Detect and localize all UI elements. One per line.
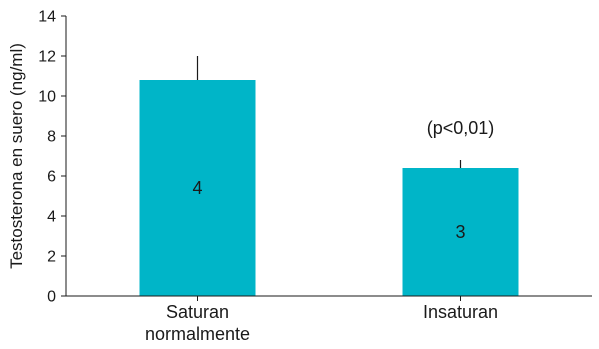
y-tick-label: 4 [47, 209, 56, 226]
y-axis-label: Testosterona en suero (ng/ml) [7, 43, 26, 269]
bars: 4 3 (p<0,01) [139, 56, 519, 296]
x-tick-label: Saturan [166, 302, 229, 322]
x-tick-label: Insaturan [423, 302, 498, 322]
y-axis: 0 2 4 6 8 10 12 14 [38, 9, 67, 306]
y-tick-label: 0 [47, 289, 56, 306]
significance-annotation: (p<0,01) [427, 118, 495, 138]
y-tick-label: 8 [47, 129, 56, 146]
y-tick-label: 12 [38, 49, 56, 66]
y-tick-label: 10 [38, 89, 56, 106]
bar-data-label: 4 [192, 178, 202, 198]
x-tick-label: normalmente [145, 324, 250, 344]
bar [139, 80, 256, 296]
y-tick-label: 14 [38, 9, 56, 26]
y-tick-label: 2 [47, 249, 56, 266]
bar-data-label: 3 [455, 222, 465, 242]
y-tick-label: 6 [47, 169, 56, 186]
bar [402, 168, 519, 296]
